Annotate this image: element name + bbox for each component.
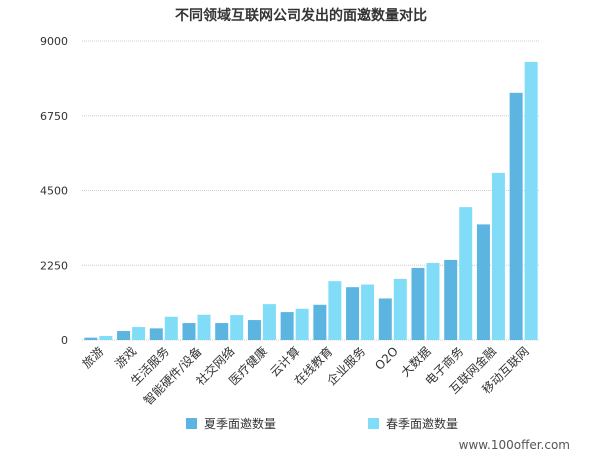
x-tick-label: O2O (372, 344, 401, 373)
bar-spring (230, 315, 244, 340)
legend-item-summer: 夏季面邀数量 (186, 416, 276, 431)
bar-spring (361, 284, 375, 340)
bar-summer (247, 320, 261, 340)
bar-spring (164, 316, 178, 340)
bar-spring (99, 336, 113, 340)
bar-summer (411, 267, 425, 340)
y-tick-label: 2250 (40, 259, 68, 272)
bar-spring (295, 308, 309, 340)
bar-spring (132, 327, 146, 340)
bars (84, 61, 538, 341)
bar-summer (444, 259, 458, 340)
legend-label-spring: 春季面邀数量 (386, 416, 458, 431)
legend-item-spring: 春季面邀数量 (368, 416, 458, 431)
bar-summer (346, 287, 360, 340)
x-tick-label: 旅游 (80, 344, 107, 371)
legend: 夏季面邀数量 春季面邀数量 (186, 416, 458, 431)
chart-title: 不同领域互联网公司发出的面邀数量对比 (175, 7, 427, 24)
bar-summer (313, 304, 327, 340)
bar-summer (84, 337, 98, 340)
bar-spring (426, 262, 440, 340)
bar-spring (262, 304, 276, 340)
bar-summer (280, 312, 294, 340)
bar-spring (328, 281, 342, 340)
bar-spring (491, 172, 505, 340)
bar-spring (524, 61, 538, 341)
y-tick-label: 9000 (40, 35, 68, 48)
bar-summer (476, 224, 490, 340)
legend-label-summer: 夏季面邀数量 (204, 416, 276, 431)
legend-swatch-spring (368, 418, 379, 429)
bar-spring (393, 278, 407, 340)
y-tick-label: 6750 (40, 110, 68, 123)
watermark: www.100offer.com (459, 438, 570, 452)
bar-spring (197, 314, 211, 340)
bar-summer (149, 328, 163, 340)
y-axis-ticks: 0 2250 4500 6750 9000 (40, 35, 68, 347)
bar-summer (215, 323, 229, 340)
x-tick-label: 游戏 (112, 344, 139, 371)
bar-spring (459, 207, 473, 340)
bar-summer (182, 323, 196, 340)
legend-swatch-summer (186, 418, 197, 429)
y-tick-label: 4500 (40, 185, 68, 198)
bar-summer (509, 92, 523, 341)
y-tick-label: 0 (61, 334, 68, 347)
bar-summer (378, 298, 392, 340)
bar-summer (117, 331, 131, 340)
